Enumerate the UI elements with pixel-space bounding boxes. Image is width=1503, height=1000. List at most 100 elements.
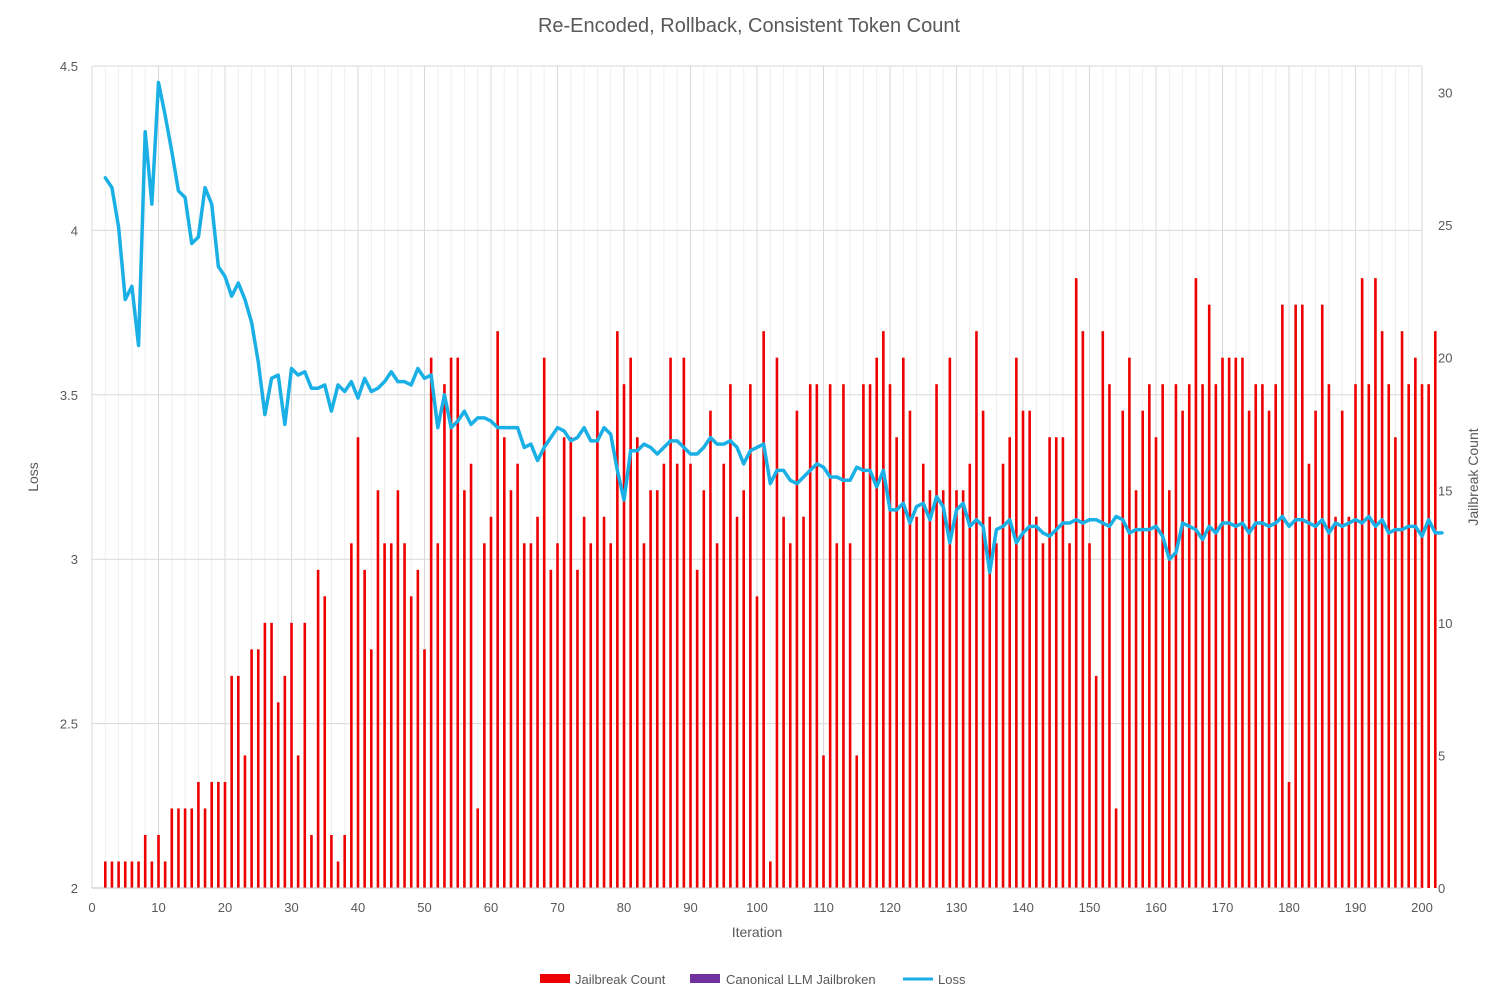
jailbreak-bar <box>1001 463 1005 888</box>
legend-label-loss: Loss <box>938 972 966 987</box>
jailbreak-bar <box>1214 384 1218 888</box>
jailbreak-bar <box>895 437 898 888</box>
jailbreak-bar <box>170 808 174 888</box>
jailbreak-bar <box>476 808 479 888</box>
x-tick-label: 70 <box>550 900 564 915</box>
jailbreak-bar <box>489 516 493 888</box>
y2-tick-label: 5 <box>1438 748 1445 763</box>
jailbreak-bar <box>449 357 453 888</box>
jailbreak-bar <box>423 649 426 888</box>
jailbreak-bar <box>522 543 526 888</box>
x-tick-label: 50 <box>417 900 431 915</box>
axes: 2 2.5 3 3.5 4 4.5 0 5 10 15 20 25 30 0 10 20 30 40 50 60 70 8… <box>60 59 1453 915</box>
x-tick-label: 150 <box>1079 900 1101 915</box>
jailbreak-bar <box>1181 410 1184 888</box>
chart-title: Re-Encoded, Rollback, Consistent Token C… <box>538 15 961 37</box>
jailbreak-bar <box>848 543 852 888</box>
jailbreak-bar <box>1367 384 1371 888</box>
jailbreak-bar <box>795 410 799 888</box>
jailbreak-bar <box>110 861 114 888</box>
jailbreak-bar <box>1201 384 1204 888</box>
jailbreak-bar <box>250 649 253 888</box>
jailbreak-bar <box>862 384 865 888</box>
legend-swatch-jailbreak <box>540 974 570 983</box>
jailbreak-bar <box>516 463 519 888</box>
jailbreak-bar <box>429 357 433 888</box>
jailbreak-bar <box>283 675 287 888</box>
jailbreak-bar <box>1048 437 1051 888</box>
jailbreak-bar <box>1061 437 1065 888</box>
jailbreak-bar <box>230 675 233 888</box>
jailbreak-bar <box>1081 331 1085 888</box>
jailbreak-bar <box>183 808 187 888</box>
jailbreak-bar <box>788 543 792 888</box>
jailbreak-bar <box>1141 410 1144 888</box>
jailbreak-bar <box>1320 304 1324 888</box>
jailbreak-bar <box>1121 410 1125 888</box>
jailbreak-bar <box>1281 304 1284 888</box>
x-tick-label: 90 <box>683 900 697 915</box>
jailbreak-bar <box>1221 357 1224 888</box>
jailbreak-bar <box>815 384 819 888</box>
jailbreak-bar <box>835 543 839 888</box>
jailbreak-bar <box>562 437 566 888</box>
jailbreak-bar <box>868 384 872 888</box>
jailbreak-bar <box>842 384 845 888</box>
jailbreak-bar <box>509 490 513 888</box>
x-tick-label: 110 <box>813 900 834 915</box>
jailbreak-bar <box>276 702 280 888</box>
jailbreak-bar <box>256 649 260 888</box>
jailbreak-bar <box>1035 516 1038 888</box>
loss-line-layer <box>103 80 1444 575</box>
y-tick-label: 3 <box>71 552 78 567</box>
y-tick-label: 2 <box>71 881 78 896</box>
jailbreak-bar <box>469 463 473 888</box>
jailbreak-bar <box>609 543 612 888</box>
jailbreak-bar <box>343 834 346 888</box>
jailbreak-bar <box>270 622 273 888</box>
y2-tick-label: 15 <box>1438 483 1452 498</box>
jailbreak-bar <box>1374 278 1377 888</box>
jailbreak-bar <box>223 781 227 888</box>
jailbreak-bar <box>1327 384 1331 888</box>
jailbreak-bar <box>802 516 805 888</box>
y-tick-label: 4.5 <box>60 59 78 74</box>
jailbreak-bar <box>1241 357 1244 888</box>
jailbreak-bar <box>1015 357 1018 888</box>
jailbreak-bar <box>655 490 659 888</box>
jailbreak-bar <box>589 543 593 888</box>
jailbreak-bar <box>582 516 586 888</box>
jailbreak-bar <box>143 834 147 888</box>
jailbreak-bar <box>702 490 706 888</box>
jailbreak-bar <box>1267 410 1271 888</box>
jailbreak-bar <box>1154 437 1158 888</box>
jailbreak-bar <box>436 543 440 888</box>
x-tick-label: 0 <box>88 900 95 915</box>
legend-swatch-canonical <box>690 974 720 983</box>
x-tick-label: 180 <box>1278 900 1300 915</box>
jailbreak-bar <box>1394 437 1397 888</box>
jailbreak-bar <box>1360 278 1364 888</box>
jailbreak-bar <box>1207 304 1211 888</box>
x-tick-label: 100 <box>746 900 768 915</box>
y2-tick-label: 0 <box>1438 881 1445 896</box>
legend-label-canonical: Canonical LLM Jailbroken <box>726 972 876 987</box>
jailbreak-bar <box>177 808 180 888</box>
jailbreak-bar <box>855 755 859 888</box>
jailbreak-bar <box>902 357 905 888</box>
jailbreak-bar <box>203 808 207 888</box>
jailbreak-bar <box>237 675 240 888</box>
jailbreak-bar <box>1168 490 1171 888</box>
jailbreak-bar <box>722 463 726 888</box>
jailbreak-bar <box>762 331 765 888</box>
jailbreak-bar <box>1028 410 1031 888</box>
jailbreak-bar <box>616 331 619 888</box>
jailbreak-bar <box>383 543 386 888</box>
jailbreak-bar <box>1134 490 1138 888</box>
jailbreak-bar <box>596 410 599 888</box>
jailbreak-bars <box>104 278 1437 888</box>
legend: Jailbreak Count Canonical LLM Jailbroken… <box>540 972 966 987</box>
jailbreak-bar <box>310 834 313 888</box>
x-tick-label: 140 <box>1012 900 1034 915</box>
jailbreak-bar <box>742 490 745 888</box>
